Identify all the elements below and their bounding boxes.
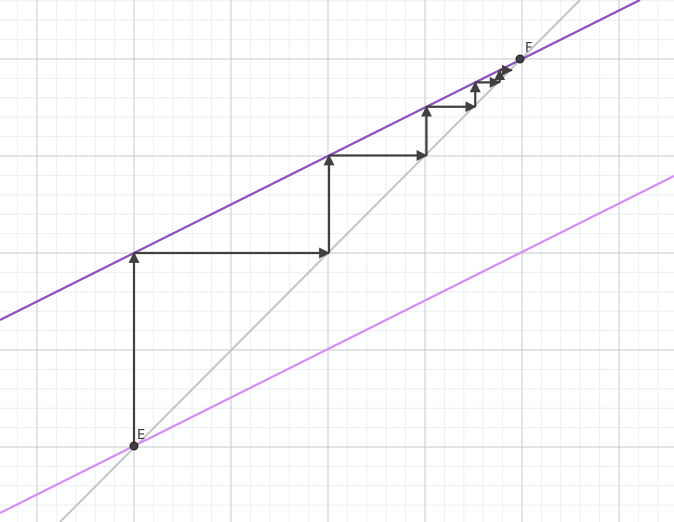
points-layer: E F xyxy=(129,41,532,451)
point-f[interactable] xyxy=(515,54,525,64)
point-e-label: E xyxy=(137,428,145,443)
point-f-label: F xyxy=(525,41,532,56)
staircase-arrows xyxy=(128,64,513,446)
lower-line xyxy=(0,175,674,514)
upper-line xyxy=(0,0,641,321)
point-e[interactable] xyxy=(129,441,139,451)
